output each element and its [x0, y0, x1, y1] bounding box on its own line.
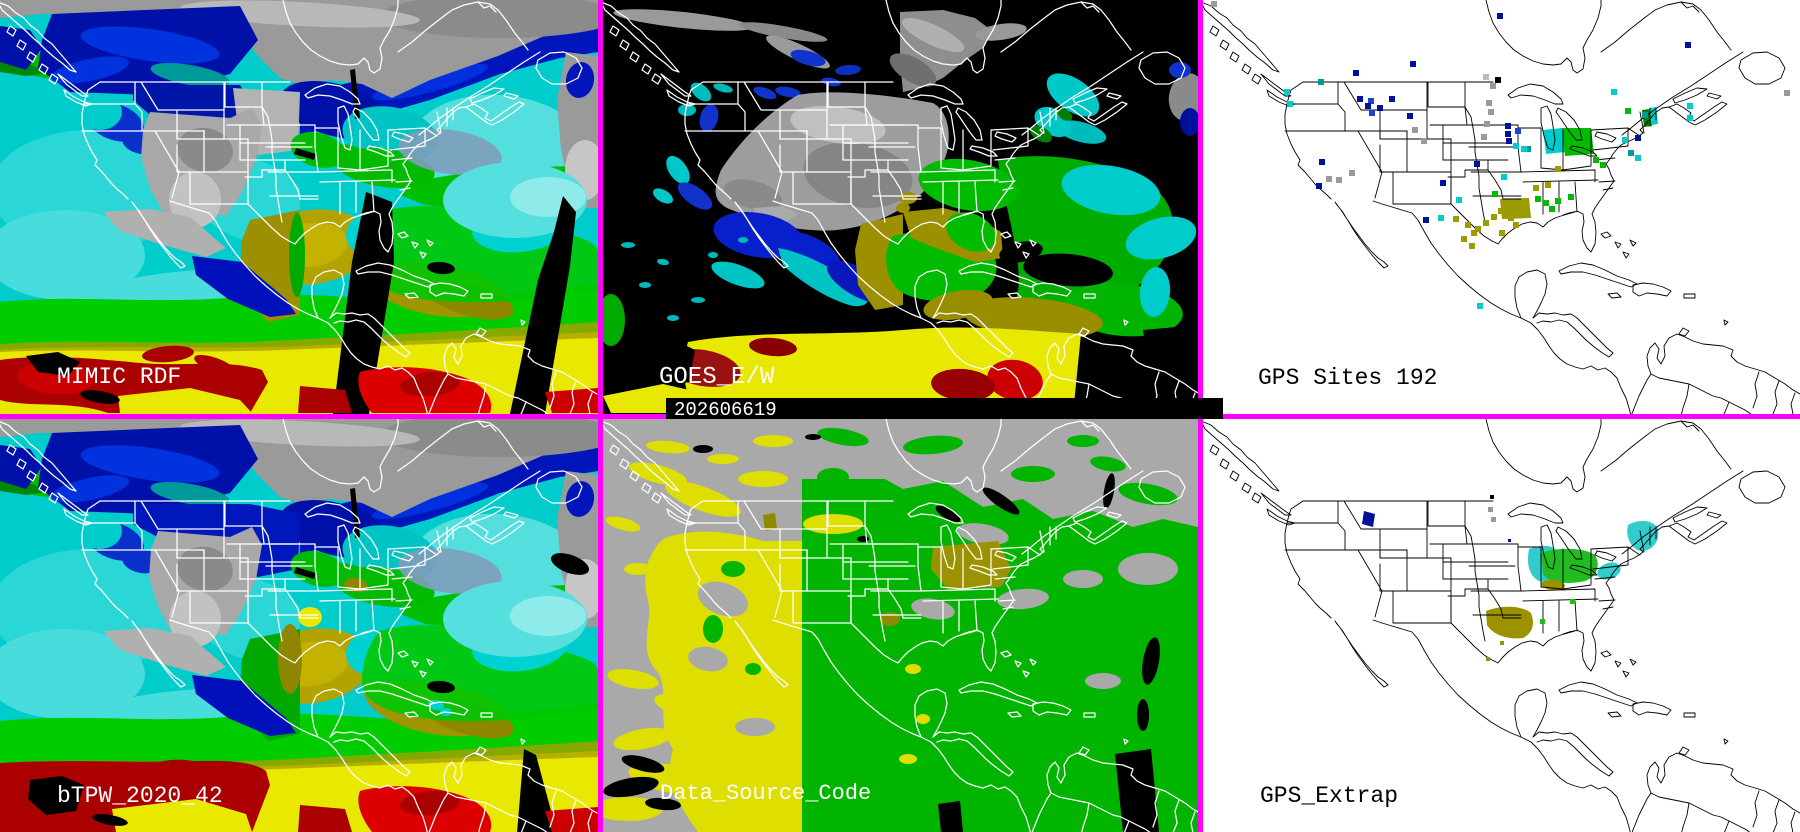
svg-text:Data_Source_Code: Data_Source_Code: [660, 781, 871, 806]
svg-text:GPS_Extrap: GPS_Extrap: [1260, 783, 1398, 809]
svg-text:GPS Sites 192: GPS Sites 192: [1258, 365, 1437, 391]
svg-text:202606619: 202606619: [674, 399, 777, 421]
svg-text:GOES_E/W: GOES_E/W: [659, 364, 775, 391]
svg-text:MIMIC RDF: MIMIC RDF: [57, 364, 181, 390]
svg-text:bTPW_2020_42: bTPW_2020_42: [57, 783, 223, 809]
